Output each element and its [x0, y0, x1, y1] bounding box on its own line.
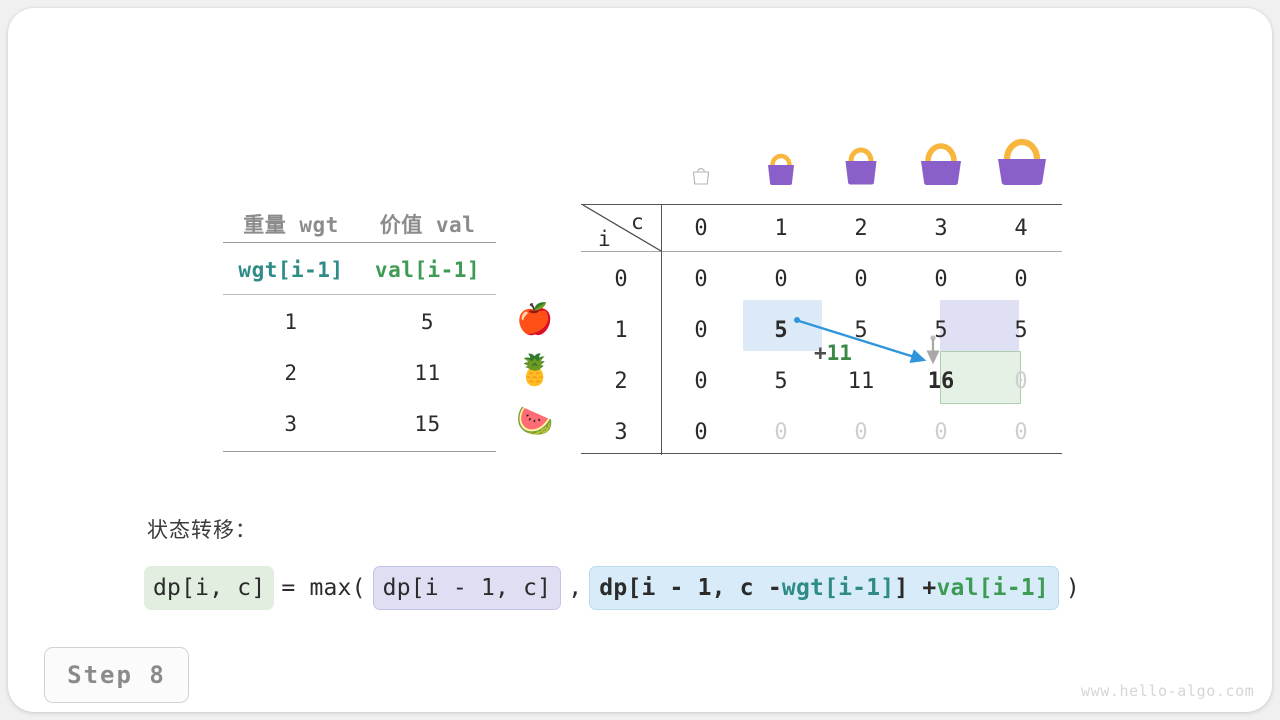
dp-rule-vertical: [661, 204, 662, 455]
item-row-1-value: 5: [420, 310, 435, 334]
transfer-gain-sign: +: [814, 341, 827, 365]
dp-cell-0-3: 0: [934, 267, 948, 292]
item-table-subheader-wgt: wgt[i-1]: [238, 258, 344, 282]
dp-row-header-2: 2: [614, 369, 628, 394]
step-badge: Step 8: [44, 647, 189, 703]
dp-cell-1-3: 5: [934, 318, 948, 343]
dp-cell-3-4: 0: [1014, 420, 1028, 445]
item-row-2-value: 11: [414, 361, 441, 385]
item-row-3-value: 15: [414, 412, 441, 436]
formula-equals: =: [281, 575, 296, 601]
dp-axis-label-c: c: [631, 210, 644, 234]
dp-cell-1-2: 5: [854, 318, 868, 343]
item-table-subheader-val: val[i-1]: [374, 258, 481, 282]
bag-capacity-2-icon: [840, 142, 882, 190]
highlight-cell-i1-c3: [940, 300, 1019, 351]
item-table-rule-top: [223, 242, 496, 243]
corner-diagonal-line: [582, 204, 662, 252]
item-table-rule-bottom: [223, 451, 496, 452]
watermelon-emoji-icon: 🍉: [516, 404, 554, 439]
bag-capacity-3-icon: [914, 136, 968, 191]
dp-col-header-2: 2: [854, 216, 868, 241]
bag-capacity-4-icon: [990, 130, 1054, 191]
transition-label: 状态转移：: [147, 518, 257, 542]
formula-option-take-prefix: dp[i - 1, c -: [599, 575, 782, 601]
pineapple-emoji-icon: 🍍: [516, 353, 554, 388]
dp-col-header-1: 1: [774, 216, 788, 241]
dp-cell-0-4: 0: [1014, 267, 1028, 292]
formula-option-take-wgt: wgt[i-1]: [781, 575, 895, 601]
dp-col-header-0: 0: [694, 216, 708, 241]
transfer-gain-amount: 11: [826, 341, 852, 365]
bag-capacity-0-icon: [689, 163, 713, 190]
transition-formula: dp[i, c] = max( dp[i - 1, c] , dp[i - 1,…: [144, 566, 1087, 610]
item-table-rule-sub: [223, 294, 496, 295]
dp-col-header-4: 4: [1014, 216, 1028, 241]
dp-col-header-3: 3: [934, 216, 948, 241]
dp-cell-2-2: 11: [847, 369, 875, 394]
item-row-1-weight: 1: [284, 310, 298, 334]
dp-axis-label-i: i: [598, 227, 611, 251]
dp-cell-1-1: 5: [774, 318, 788, 343]
item-table-header-weight: 重量 wgt: [243, 213, 339, 237]
item-row-2-weight: 2: [284, 361, 298, 385]
watermark: www.hello-algo.com: [1081, 682, 1255, 700]
transfer-gain-annotation: +11: [814, 343, 852, 364]
formula-option-take-mid: ] +: [894, 575, 937, 601]
dp-row-header-3: 3: [614, 420, 628, 445]
slide-card: 重量 wgt 价值 val wgt[i-1] val[i-1] 1 5 2 11…: [8, 8, 1272, 712]
formula-option-skip: dp[i - 1, c]: [372, 566, 562, 610]
dp-cell-0-1: 0: [774, 267, 788, 292]
dp-cell-3-1: 0: [774, 420, 788, 445]
formula-comma: ,: [568, 575, 583, 601]
dp-cell-0-0: 0: [694, 267, 708, 292]
dp-cell-2-0: 0: [694, 369, 708, 394]
dp-cell-1-0: 0: [694, 318, 708, 343]
dp-cell-3-3: 0: [934, 420, 948, 445]
dp-cell-1-4: 5: [1014, 318, 1028, 343]
formula-target: dp[i, c]: [144, 566, 275, 610]
formula-close-paren: ): [1065, 575, 1080, 601]
formula-max-open: max(: [309, 575, 366, 601]
highlight-cell-i2-c3: [940, 351, 1021, 404]
formula-option-take: dp[i - 1, c - wgt[i-1]] + val[i-1]: [589, 566, 1059, 610]
dp-row-header-0: 0: [614, 267, 628, 292]
dp-rule-top: [581, 204, 1062, 205]
item-table-header-value: 价值 val: [379, 213, 476, 237]
bag-capacity-1-icon: [763, 149, 799, 190]
dp-row-header-1: 1: [614, 318, 628, 343]
dp-cell-2-3: 16: [927, 369, 955, 394]
dp-cell-3-0: 0: [694, 420, 708, 445]
dp-cell-3-2: 0: [854, 420, 868, 445]
apple-emoji-icon: 🍎: [516, 302, 554, 337]
dp-cell-2-4: 0: [1014, 369, 1028, 394]
dp-cell-0-2: 0: [854, 267, 868, 292]
dp-rule-bottom: [581, 453, 1062, 454]
dp-cell-2-1: 5: [774, 369, 788, 394]
dp-rule-header: [581, 251, 1062, 252]
item-row-3-weight: 3: [284, 412, 298, 436]
formula-option-take-val: val[i-1]: [936, 575, 1049, 601]
